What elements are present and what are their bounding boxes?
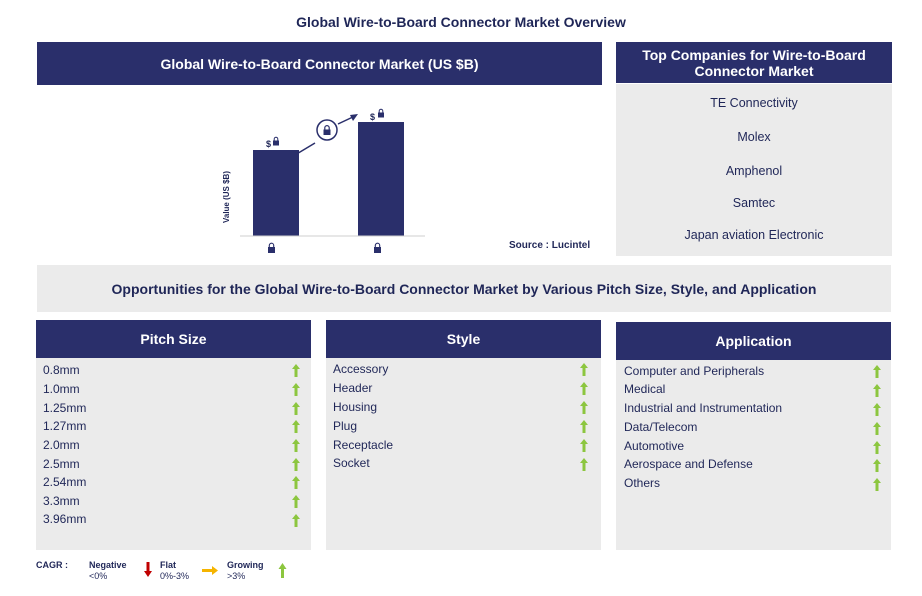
svg-text:$: $ xyxy=(266,139,271,149)
list-item: 1.27mm xyxy=(43,419,87,433)
list-item: Receptacle xyxy=(333,438,394,452)
list-item: Others xyxy=(624,476,661,490)
legend-cagr-label: CAGR : xyxy=(36,560,68,570)
list-item: 2.0mm xyxy=(43,438,80,452)
growing-arrow-icon xyxy=(873,384,881,397)
bar-forecast-value-label: $ xyxy=(370,108,384,122)
company-item: Japan aviation Electronic xyxy=(684,228,824,242)
growing-arrow-icon xyxy=(292,458,300,471)
list-item: 1.25mm xyxy=(43,401,87,415)
bar-current xyxy=(253,150,299,236)
pitch-size-list: 0.8mm 1.0mm 1.25mm 1.27mm 2.0mm 2.5mm 2.… xyxy=(36,358,311,550)
list-item: 3.3mm xyxy=(43,494,80,508)
svg-text:$: $ xyxy=(370,112,375,122)
x-category-lock-icon xyxy=(268,242,275,253)
list-item: Data/Telecom xyxy=(624,420,698,434)
page-title: Global Wire-to-Board Connector Market Ov… xyxy=(296,14,626,30)
application-list: Computer and Peripherals Medical Industr… xyxy=(616,360,891,550)
legend-negative-label: Negative xyxy=(89,560,127,570)
growing-arrow-icon xyxy=(292,402,300,415)
list-item: 2.5mm xyxy=(43,457,80,471)
flat-arrow-icon xyxy=(202,566,218,575)
cagr-lock-icon xyxy=(316,119,338,141)
growing-arrow-icon xyxy=(873,478,881,491)
growing-arrow-icon xyxy=(580,363,588,376)
source-note: Source : Lucintel xyxy=(509,240,591,251)
bar-current-value-label: $ xyxy=(266,136,279,149)
growing-arrow-icon xyxy=(580,439,588,452)
growing-arrow-icon xyxy=(292,420,300,433)
company-item: TE Connectivity xyxy=(710,96,798,110)
growing-arrow-icon xyxy=(580,401,588,414)
growing-arrow-icon xyxy=(292,514,300,527)
negative-arrow-icon xyxy=(144,562,152,577)
list-item: 3.96mm xyxy=(43,512,87,526)
growing-arrow-icon xyxy=(873,441,881,454)
list-item: Aerospace and Defense xyxy=(624,457,753,471)
company-item: Molex xyxy=(737,130,771,144)
growing-arrow-icon xyxy=(580,420,588,433)
growing-arrow-icon xyxy=(873,422,881,435)
list-item: Housing xyxy=(333,400,378,414)
lock-icon xyxy=(273,136,279,146)
growing-arrow-icon xyxy=(292,439,300,452)
list-item: Header xyxy=(333,381,373,395)
growing-arrow-icon xyxy=(580,458,588,471)
growing-arrow-icon xyxy=(873,459,881,472)
lock-icon xyxy=(378,108,384,118)
x-category-lock-icon xyxy=(374,242,381,253)
growing-arrow-icon xyxy=(292,495,300,508)
growing-arrow-icon xyxy=(873,403,881,416)
chart-header: Global Wire-to-Board Connector Market (U… xyxy=(37,42,602,85)
application-header: Application xyxy=(616,322,891,360)
legend-growing-label: Growing xyxy=(227,560,264,570)
companies-header: Top Companies for Wire-to-Board Connecto… xyxy=(616,42,892,83)
growing-arrow-icon xyxy=(292,364,300,377)
legend-growing-range: >3% xyxy=(227,571,246,581)
opportunities-title: Opportunities for the Global Wire-to-Boa… xyxy=(37,265,891,312)
company-item: Amphenol xyxy=(725,164,783,178)
growing-arrow-icon xyxy=(292,476,300,489)
list-item: Automotive xyxy=(624,439,685,453)
style-header: Style xyxy=(326,320,601,358)
growing-arrow-icon xyxy=(580,382,588,395)
y-axis-label: Value (US $B) xyxy=(222,171,231,223)
market-bar-chart: Value (US $B) $ $ xyxy=(222,108,425,253)
list-item: Computer and Peripherals xyxy=(624,364,765,378)
growth-arrow xyxy=(294,142,316,156)
bar-forecast xyxy=(358,122,404,236)
legend-flat-range: 0%-3% xyxy=(160,571,190,581)
list-item: 2.54mm xyxy=(43,475,87,489)
list-item: Industrial and Instrumentation xyxy=(624,401,783,415)
legend-flat-label: Flat xyxy=(160,560,177,570)
company-item: Samtec xyxy=(732,196,776,210)
list-item: 1.0mm xyxy=(43,382,80,396)
list-item: Plug xyxy=(333,419,358,433)
style-list: Accessory Header Housing Plug Receptacle… xyxy=(326,358,601,550)
companies-list: TE Connectivity Molex Amphenol Samtec Ja… xyxy=(616,84,892,256)
growing-arrow-icon xyxy=(278,563,287,578)
list-item: Socket xyxy=(333,456,370,470)
legend-negative-range: <0% xyxy=(89,571,108,581)
growing-arrow-icon xyxy=(292,383,300,396)
list-item: Accessory xyxy=(333,362,389,376)
pitch-size-header: Pitch Size xyxy=(36,320,311,358)
list-item: 0.8mm xyxy=(43,363,80,377)
growing-arrow-icon xyxy=(873,365,881,378)
list-item: Medical xyxy=(624,382,666,396)
